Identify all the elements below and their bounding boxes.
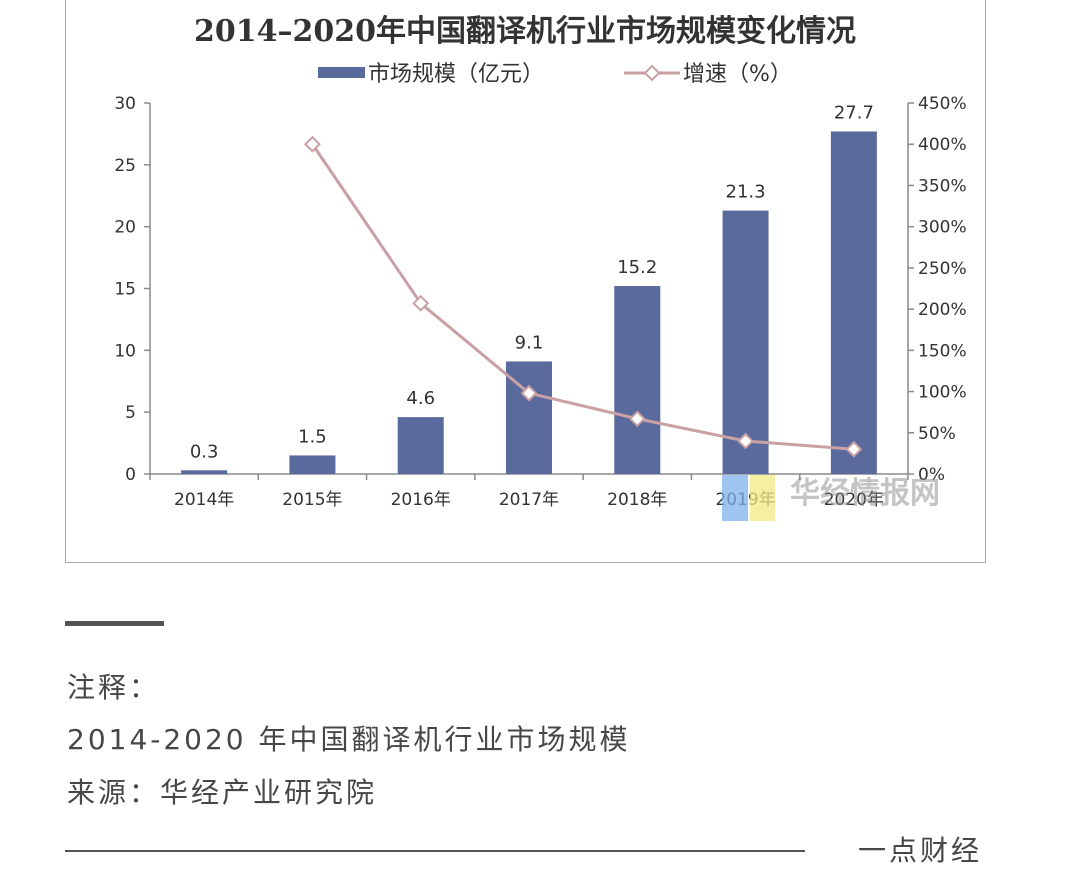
x-tick-label: 2020年 [824,490,884,510]
y-tick-label-left: 20 [114,218,136,238]
chart: 2014–2020年中国翻译机行业市场规模变化情况 市场规模（亿元） 增速（%）… [114,14,967,521]
growth-markers [304,135,863,458]
y-tick-label-right: 350% [918,176,967,196]
legend-line-marker [643,64,661,82]
y-tick-label-right: 250% [918,259,967,279]
x-tick-label: 2016年 [391,490,451,510]
bar-2015 [289,455,336,474]
note-label: 注释： [67,671,161,704]
footer-brand: 一点财经 [858,834,983,867]
bar-value-label-2014: 0.3 [190,441,219,462]
y-tick-label-right: 0% [918,465,945,485]
legend-bar-label: 市场规模（亿元） [368,62,544,87]
chart-title: 2014–2020年中国翻译机行业市场规模变化情况 [194,14,856,49]
y-tick-label-right: 150% [918,341,967,361]
growth-point-2016 [412,294,430,312]
watermark: 华经情报网 [722,475,940,521]
bar-value-label-2017: 9.1 [515,332,544,353]
bar-value-label-2019: 21.3 [726,182,766,203]
figure-caption: 2014-2020 年中国翻译机行业市场规模 [67,723,631,756]
bar-value-labels: 0.3 1.5 4.6 9.1 15.2 21.3 27.7 [190,102,874,462]
watermark-logo-yellow [750,475,775,521]
x-tick-label: 2014年 [174,490,234,510]
bar-series [181,131,877,474]
bar-2020 [830,131,877,474]
legend-line-label: 增速（%） [683,62,792,87]
y-tick-label-right: 50% [918,424,956,444]
legend-bar-swatch [318,67,365,78]
y-tick-label-left: 15 [114,280,136,300]
watermark-text: 华经情报网 [790,476,940,511]
watermark-logo-blue [722,475,748,521]
y-tick-label-left: 0 [125,465,136,485]
bar-2016 [397,417,444,474]
footer-rule [65,850,805,852]
y-tick-label-left: 10 [114,341,136,361]
legend: 市场规模（亿元） 增速（%） [318,62,792,87]
x-tick-label: 2015年 [282,490,342,510]
bar-2019 [722,210,769,474]
section-divider [65,621,164,626]
bar-value-label-2018: 15.2 [617,257,657,278]
x-tick-label: 2017年 [499,490,559,510]
growth-point-2020 [845,440,863,458]
y-tick-label-left: 5 [125,403,136,423]
plot-area: 0510152025300%50%100%150%200%250%300%350… [114,94,966,510]
bar-value-label-2015: 1.5 [298,426,327,447]
y-tick-label-right: 450% [918,94,967,114]
y-tick-label-right: 400% [918,135,967,155]
y-tick-label-left: 25 [114,156,136,176]
y-tick-label-right: 300% [918,218,967,238]
growth-point-2015 [304,135,321,153]
y-tick-label-right: 200% [918,300,967,320]
bar-value-label-2016: 4.6 [406,388,435,409]
bar-2018 [614,286,661,474]
figure-source: 来源：华经产业研究院 [67,776,378,809]
y-tick-label-right: 100% [918,383,967,403]
x-tick-label: 2018年 [607,490,667,510]
growth-point-2019 [737,432,754,450]
bar-2014 [181,470,228,474]
y-tick-label-left: 30 [114,94,136,114]
bar-value-label-2020: 27.7 [834,102,874,123]
axes: 0510152025300%50%100%150%200%250%300%350… [114,94,966,510]
growth-line [311,143,854,451]
growth-point-2017 [520,384,538,402]
growth-point-2018 [628,410,646,428]
